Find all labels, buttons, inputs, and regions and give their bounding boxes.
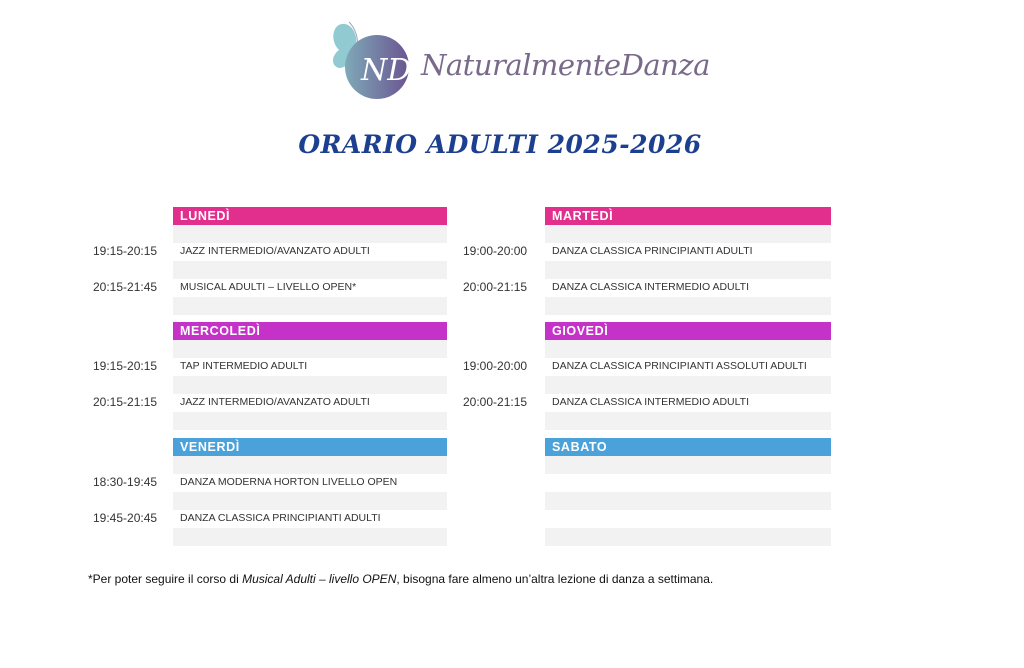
spacer-row: [545, 528, 831, 546]
day-header: VENERDÌ: [173, 438, 447, 456]
class-row: MUSICAL ADULTI – LIVELLO OPEN*: [173, 279, 447, 297]
class-row: DANZA CLASSICA PRINCIPIANTI ADULTI: [545, 243, 831, 261]
class-time: 18:30-19:45: [93, 475, 158, 489]
course-name: DANZA CLASSICA INTERMEDIO ADULTI: [552, 396, 750, 408]
spacer-row: [173, 456, 447, 474]
day-section-venerdi: VENERDÌ DANZA MODERNA HORTON LIVELLO OPEN…: [173, 438, 447, 546]
class-time: 20:15-21:15: [93, 395, 158, 409]
svg-text:ND: ND: [360, 53, 411, 88]
class-row: DANZA CLASSICA INTERMEDIO ADULTI: [545, 394, 831, 412]
footnote-text-end: , bisogna fare almeno un’altra lezione d…: [396, 572, 714, 586]
day-header: LUNEDÌ: [173, 207, 447, 225]
spacer-row: [173, 261, 447, 279]
spacer-row: [173, 297, 447, 315]
class-row: JAZZ INTERMEDIO/AVANZATO ADULTI: [173, 243, 447, 261]
class-time: 20:00-21:15: [463, 280, 528, 294]
footnote-text: *Per poter seguire il corso di: [88, 572, 243, 586]
logo-text: NaturalmenteDanza: [421, 48, 710, 82]
spacer-row: [545, 261, 831, 279]
butterfly-logo-icon: ND: [333, 21, 411, 99]
class-time: 19:00-20:00: [463, 359, 528, 373]
page-title: ORARIO ADULTI 2025-2026: [298, 130, 702, 159]
spacer-row: [545, 340, 831, 358]
spacer-row: [545, 456, 831, 474]
course-name: DANZA MODERNA HORTON LIVELLO OPEN: [180, 476, 398, 488]
class-row: DANZA MODERNA HORTON LIVELLO OPEN: [173, 474, 447, 492]
spacer-row: [545, 412, 831, 430]
footnote-emphasis: Musical Adulti – livello OPEN: [242, 572, 397, 586]
class-row: TAP INTERMEDIO ADULTI: [173, 358, 447, 376]
day-header: MARTEDÌ: [545, 207, 831, 225]
spacer-row: [545, 297, 831, 315]
course-name: TAP INTERMEDIO ADULTI: [180, 360, 308, 372]
class-time: 19:15-20:15: [93, 244, 158, 258]
spacer-row: [173, 412, 447, 430]
day-section-mercoledi: MERCOLEDÌ TAP INTERMEDIO ADULTI JAZZ INTER…: [173, 322, 447, 430]
day-section-giovedi: GIOVEDÌ DANZA CLASSICA PRINCIPIANTI ASSOL…: [545, 322, 831, 430]
day-header: MERCOLEDÌ: [173, 322, 447, 340]
class-row: DANZA CLASSICA INTERMEDIO ADULTI: [545, 279, 831, 297]
course-name: MUSICAL ADULTI – LIVELLO OPEN*: [180, 281, 357, 293]
day-header: SABATO: [545, 438, 831, 456]
course-name: DANZA CLASSICA PRINCIPIANTI ADULTI: [552, 245, 753, 257]
course-name: JAZZ INTERMEDIO/AVANZATO ADULTI: [180, 245, 370, 257]
day-section-lunedi: LUNEDÌ JAZZ INTERMEDIO/AVANZATO ADULTI MUS…: [173, 207, 447, 315]
course-name: DANZA CLASSICA PRINCIPIANTI ADULTI: [180, 512, 381, 524]
class-time: 20:00-21:15: [463, 395, 528, 409]
course-name: JAZZ INTERMEDIO/AVANZATO ADULTI: [180, 396, 370, 408]
spacer-row: [173, 528, 447, 546]
spacer-row: [173, 376, 447, 394]
spacer-row: [545, 376, 831, 394]
logo: ND NaturalmenteDanza: [325, 20, 710, 104]
spacer-row: [545, 492, 831, 510]
day-header: GIOVEDÌ: [545, 322, 831, 340]
day-section-martedi: MARTEDÌ DANZA CLASSICA PRINCIPIANTI ADULT…: [545, 207, 831, 315]
spacer-row: [173, 225, 447, 243]
class-row: [545, 510, 831, 528]
course-name: DANZA CLASSICA PRINCIPIANTI ASSOLUTI ADU…: [552, 360, 807, 372]
day-section-sabato: SABATO: [545, 438, 831, 546]
class-time: 19:00-20:00: [463, 244, 528, 258]
class-time: 20:15-21:45: [93, 280, 158, 294]
class-time: 19:45-20:45: [93, 511, 158, 525]
course-name: DANZA CLASSICA INTERMEDIO ADULTI: [552, 281, 750, 293]
footnote: *Per poter seguire il corso di Musical A…: [88, 572, 713, 586]
spacer-row: [173, 492, 447, 510]
class-row: DANZA CLASSICA PRINCIPIANTI ADULTI: [173, 510, 447, 528]
class-row: [545, 474, 831, 492]
spacer-row: [545, 225, 831, 243]
spacer-row: [173, 340, 447, 358]
class-row: DANZA CLASSICA PRINCIPIANTI ASSOLUTI ADU…: [545, 358, 831, 376]
class-row: JAZZ INTERMEDIO/AVANZATO ADULTI: [173, 394, 447, 412]
class-time: 19:15-20:15: [93, 359, 158, 373]
